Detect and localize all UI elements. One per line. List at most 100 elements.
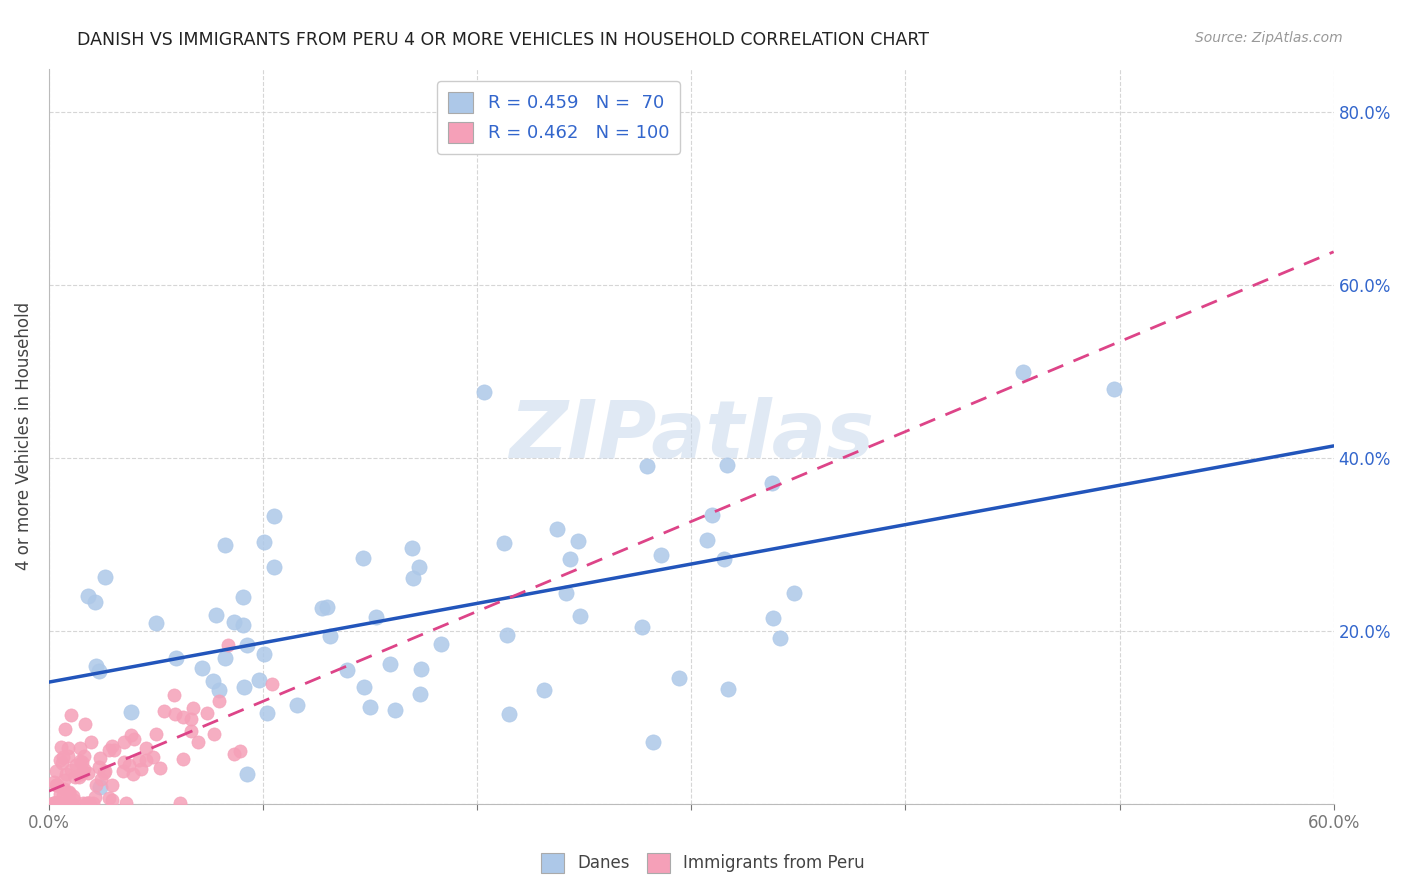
Point bbox=[122, 731, 145, 746]
Point bbox=[51, 750, 73, 764]
Point bbox=[411, 662, 433, 676]
Point bbox=[76, 796, 98, 810]
Point bbox=[84, 594, 107, 608]
Point bbox=[114, 796, 136, 810]
Point bbox=[316, 600, 339, 615]
Point bbox=[252, 647, 274, 661]
Point bbox=[169, 796, 191, 810]
Point bbox=[554, 586, 576, 600]
Point bbox=[46, 796, 69, 810]
Point bbox=[311, 600, 333, 615]
Point bbox=[236, 766, 259, 780]
Point bbox=[112, 764, 135, 779]
Point bbox=[69, 754, 91, 768]
Point bbox=[402, 571, 425, 585]
Point bbox=[262, 676, 284, 690]
Point bbox=[235, 638, 257, 652]
Point bbox=[87, 664, 110, 678]
Point bbox=[122, 767, 145, 781]
Point bbox=[172, 710, 194, 724]
Point bbox=[183, 701, 205, 715]
Point bbox=[75, 717, 97, 731]
Point bbox=[142, 749, 165, 764]
Point bbox=[59, 796, 82, 810]
Point bbox=[222, 615, 245, 629]
Point bbox=[84, 789, 107, 804]
Point bbox=[70, 766, 93, 780]
Point bbox=[120, 706, 142, 720]
Point bbox=[58, 795, 80, 809]
Point bbox=[165, 651, 187, 665]
Point bbox=[58, 785, 80, 799]
Point bbox=[668, 671, 690, 685]
Point bbox=[101, 793, 124, 807]
Point bbox=[713, 552, 735, 566]
Point bbox=[58, 741, 80, 756]
Point bbox=[496, 628, 519, 642]
Point bbox=[152, 705, 174, 719]
Point bbox=[56, 796, 79, 810]
Point bbox=[430, 637, 453, 651]
Point bbox=[77, 796, 100, 810]
Point bbox=[401, 541, 423, 556]
Point bbox=[128, 753, 150, 767]
Point bbox=[253, 534, 276, 549]
Point bbox=[51, 756, 73, 770]
Point bbox=[42, 775, 65, 789]
Point bbox=[232, 618, 254, 632]
Point bbox=[46, 779, 69, 793]
Point bbox=[229, 744, 252, 758]
Point bbox=[52, 782, 75, 797]
Point bbox=[55, 796, 77, 810]
Point bbox=[72, 762, 94, 776]
Text: ZIPatlas: ZIPatlas bbox=[509, 397, 873, 475]
Point bbox=[195, 706, 218, 720]
Point bbox=[359, 700, 381, 714]
Point bbox=[567, 534, 589, 549]
Point bbox=[120, 728, 142, 742]
Point bbox=[1011, 365, 1033, 379]
Legend: Danes, Immigrants from Peru: Danes, Immigrants from Peru bbox=[534, 847, 872, 880]
Point bbox=[76, 796, 98, 810]
Legend: R = 0.459   N =  70, R = 0.462   N = 100: R = 0.459 N = 70, R = 0.462 N = 100 bbox=[437, 81, 681, 153]
Point bbox=[533, 683, 555, 698]
Point bbox=[44, 796, 66, 810]
Point bbox=[103, 742, 125, 756]
Point bbox=[233, 681, 256, 695]
Point bbox=[100, 739, 122, 754]
Point bbox=[70, 755, 93, 769]
Point bbox=[558, 552, 581, 566]
Point bbox=[474, 384, 496, 399]
Point bbox=[93, 765, 115, 780]
Point bbox=[42, 796, 65, 810]
Point bbox=[263, 508, 285, 523]
Point bbox=[783, 586, 806, 600]
Point bbox=[256, 706, 278, 721]
Point bbox=[717, 681, 740, 696]
Point bbox=[69, 740, 91, 755]
Point bbox=[650, 548, 672, 562]
Point bbox=[145, 615, 167, 630]
Point bbox=[408, 560, 430, 574]
Point bbox=[135, 740, 157, 755]
Point bbox=[94, 570, 117, 584]
Point bbox=[204, 727, 226, 741]
Point bbox=[409, 687, 432, 701]
Point bbox=[319, 629, 342, 643]
Point bbox=[87, 760, 110, 774]
Point bbox=[48, 796, 70, 810]
Point bbox=[58, 786, 80, 800]
Point bbox=[98, 791, 121, 805]
Point bbox=[45, 778, 67, 792]
Point bbox=[129, 762, 152, 776]
Point bbox=[49, 753, 72, 767]
Point bbox=[84, 778, 107, 792]
Point bbox=[112, 735, 135, 749]
Point bbox=[191, 661, 214, 675]
Point bbox=[636, 458, 658, 473]
Point bbox=[214, 538, 236, 552]
Point bbox=[42, 796, 65, 810]
Point bbox=[101, 779, 124, 793]
Point bbox=[53, 772, 76, 787]
Point bbox=[364, 609, 387, 624]
